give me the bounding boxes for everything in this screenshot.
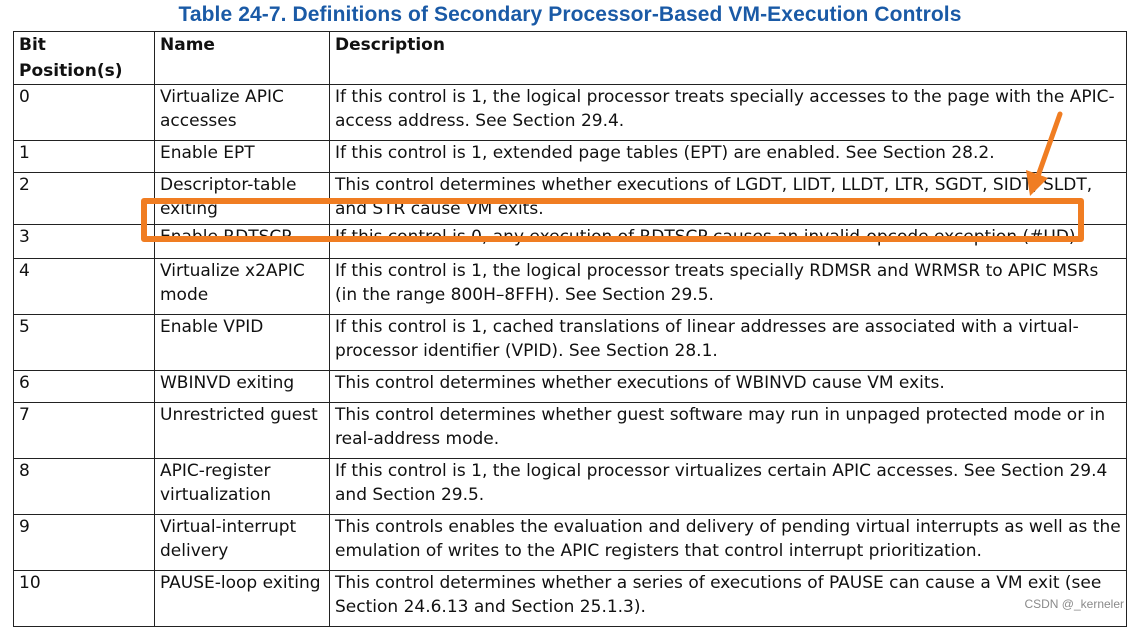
- description-cell: If this control is 1, the logical proces…: [329, 258, 1127, 315]
- table-row: 4 Virtualize x2APIC mode If this control…: [13, 258, 1127, 315]
- description-cell: This control determines whether executio…: [329, 370, 1127, 403]
- bit-cell: 9: [13, 514, 155, 571]
- bit-cell: 8: [13, 458, 155, 515]
- table-row: 9 Virtual-interrupt delivery This contro…: [13, 514, 1127, 571]
- bit-cell: 6: [13, 370, 155, 403]
- bit-cell: 4: [13, 258, 155, 315]
- bit-cell: 1: [13, 140, 155, 173]
- header-description: Description: [329, 31, 1127, 85]
- description-cell: If this control is 1, the logical proces…: [329, 458, 1127, 515]
- watermark: CSDN @_kerneler: [1024, 597, 1124, 611]
- bit-cell: 2: [13, 172, 155, 225]
- name-cell: Descriptor-table exiting: [154, 172, 330, 225]
- name-cell: Enable VPID: [154, 314, 330, 371]
- description-cell: This control determines whether guest so…: [329, 402, 1127, 459]
- description-cell: If this control is 1, the logical proces…: [329, 84, 1127, 141]
- bit-cell: 7: [13, 402, 155, 459]
- bit-cell: 3: [13, 224, 155, 259]
- table-row: 7 Unrestricted guest This control determ…: [13, 402, 1127, 459]
- table-row: 1 Enable EPT If this control is 1, exten…: [13, 140, 1127, 173]
- name-cell: WBINVD exiting: [154, 370, 330, 403]
- table-row: 8 APIC-register virtualization If this c…: [13, 458, 1127, 515]
- description-cell: If this control is 0, any execution of R…: [329, 224, 1127, 259]
- table-title: Table 24-7. Definitions of Secondary Pro…: [178, 3, 962, 26]
- name-cell: Virtualize x2APIC mode: [154, 258, 330, 315]
- table-row: 0 Virtualize APIC accesses If this contr…: [13, 84, 1127, 141]
- header-bit-position: Bit Position(s): [13, 31, 155, 85]
- description-cell: If this control is 1, extended page tabl…: [329, 140, 1127, 173]
- name-cell: Unrestricted guest: [154, 402, 330, 459]
- name-cell: Virtual-interrupt delivery: [154, 514, 330, 571]
- description-cell: This control determines whether executio…: [329, 172, 1127, 225]
- table-row: 10 PAUSE-loop exiting This control deter…: [13, 570, 1127, 627]
- name-cell: APIC-register virtualization: [154, 458, 330, 515]
- table-row-highlighted: 3 Enable RDTSCP If this control is 0, an…: [13, 224, 1127, 259]
- table-row: 2 Descriptor-table exiting This control …: [13, 172, 1127, 225]
- description-cell: This controls enables the evaluation and…: [329, 514, 1127, 571]
- description-cell: This control determines whether a series…: [329, 570, 1127, 627]
- bit-cell: 10: [13, 570, 155, 627]
- header-name: Name: [154, 31, 330, 85]
- table-row: 5 Enable VPID If this control is 1, cach…: [13, 314, 1127, 371]
- bit-cell: 5: [13, 314, 155, 371]
- description-cell: If this control is 1, cached translation…: [329, 314, 1127, 371]
- name-cell: PAUSE-loop exiting: [154, 570, 330, 627]
- name-cell: Enable EPT: [154, 140, 330, 173]
- controls-table: Bit Position(s) Name Description 0 Virtu…: [13, 31, 1127, 627]
- name-cell: Enable RDTSCP: [154, 224, 330, 259]
- bit-cell: 0: [13, 84, 155, 141]
- table-row: 6 WBINVD exiting This control determines…: [13, 370, 1127, 403]
- name-cell: Virtualize APIC accesses: [154, 84, 330, 141]
- header-row: Bit Position(s) Name Description: [13, 31, 1127, 85]
